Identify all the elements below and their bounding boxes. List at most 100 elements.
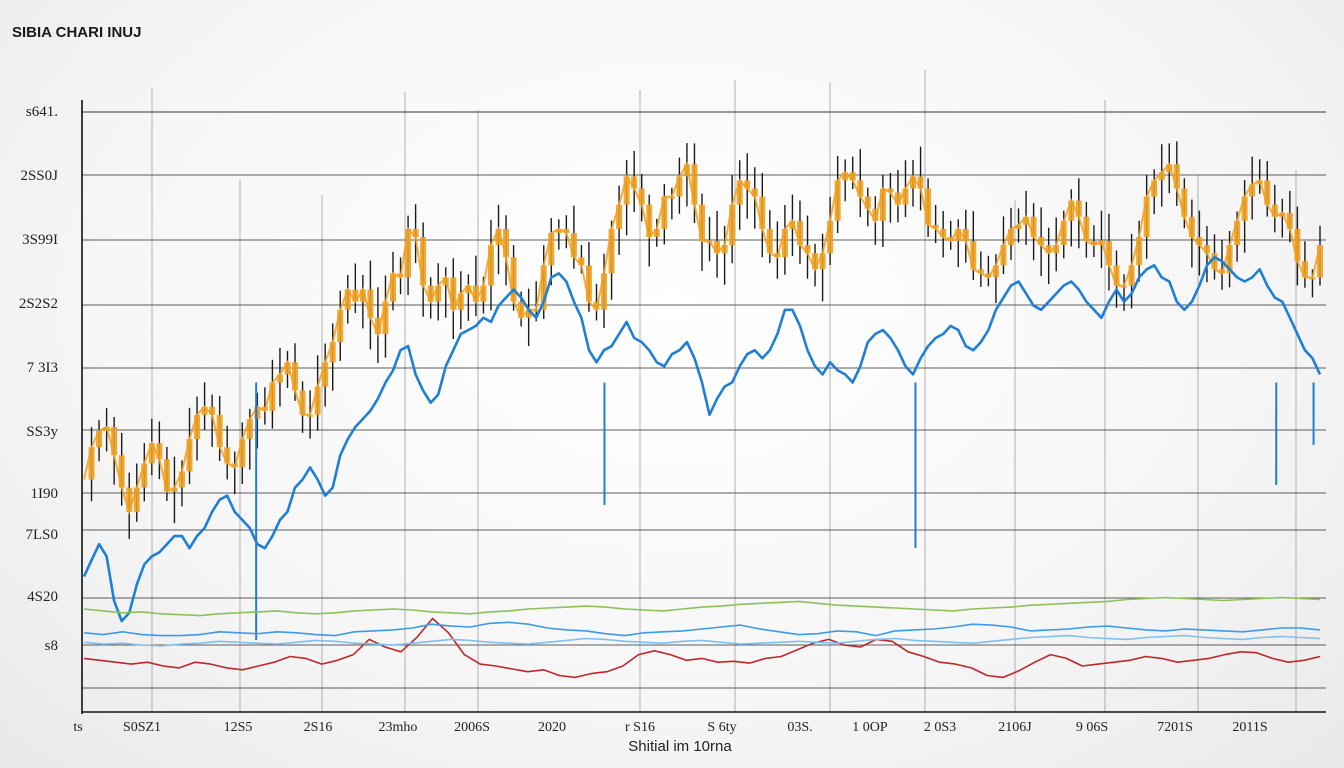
candle-body xyxy=(465,285,472,294)
candle-body xyxy=(307,414,314,417)
candle-body xyxy=(148,443,155,464)
candle-body xyxy=(714,241,721,254)
y-tick-label: SS3y xyxy=(26,424,58,440)
candle-body xyxy=(374,317,381,334)
y-tick-label: 7 3I3 xyxy=(27,360,58,376)
candle-body xyxy=(977,269,984,274)
candle-body xyxy=(487,245,494,286)
x-tick-label: 12S5 xyxy=(224,720,253,735)
candle-body xyxy=(1083,216,1090,242)
x-tick-label: 2011S xyxy=(1232,720,1267,735)
candle-body xyxy=(894,192,901,205)
candle-body xyxy=(344,289,351,310)
candle-body xyxy=(548,232,555,266)
candle-body xyxy=(789,220,796,229)
candle-body xyxy=(390,273,396,302)
candle-body xyxy=(1068,200,1075,221)
candle-body xyxy=(292,362,299,391)
candle-body xyxy=(940,228,947,237)
candle-body xyxy=(676,176,683,197)
candle-body xyxy=(495,228,502,246)
x-tick-label: S 6ty xyxy=(707,720,736,735)
candle-body xyxy=(812,253,819,270)
candle-body xyxy=(555,228,562,233)
candle-body xyxy=(653,228,660,237)
candle-body xyxy=(796,220,803,246)
y-tick-label: s641. xyxy=(26,104,58,120)
candle-body xyxy=(691,164,698,205)
x-tick-label: 03S. xyxy=(787,720,812,735)
x-tick-label: 7201S xyxy=(1157,720,1193,735)
candle-body xyxy=(126,487,133,512)
candle-body xyxy=(510,257,517,302)
candle-body xyxy=(1060,220,1067,246)
candle-body xyxy=(1030,216,1037,237)
candle-body xyxy=(209,406,216,415)
candle-body xyxy=(646,204,653,237)
candle-body xyxy=(337,309,344,343)
y-tick-label: 3S99I xyxy=(22,232,58,248)
candle-body xyxy=(88,447,95,480)
candle-body xyxy=(314,386,321,415)
candle-body xyxy=(864,196,871,209)
candle-body xyxy=(246,418,253,440)
candle-body xyxy=(163,459,170,492)
candle-body xyxy=(1105,241,1112,266)
candle-body xyxy=(216,414,223,448)
candle-body xyxy=(269,382,276,411)
candle-body xyxy=(1128,265,1135,286)
candle-body xyxy=(842,172,849,181)
candle-body xyxy=(1271,204,1278,217)
candle-body xyxy=(133,487,140,512)
blue-price-line xyxy=(82,255,1322,623)
candle-body xyxy=(1038,237,1045,246)
candle-body xyxy=(141,463,148,488)
candle-body xyxy=(435,285,442,302)
y-tick-label: 2S2S2 xyxy=(19,296,58,312)
candle-body xyxy=(1053,245,1060,254)
y-tick-label: 1I90 xyxy=(31,486,59,502)
y-tick-label: s8 xyxy=(45,638,58,654)
candle-body xyxy=(849,172,856,181)
candle-body xyxy=(1317,245,1323,278)
candle-body xyxy=(276,374,283,383)
candle-body xyxy=(1173,164,1180,189)
x-tick-label: 23mho xyxy=(379,720,418,735)
candle-body xyxy=(683,164,690,177)
candle-body xyxy=(1143,196,1150,237)
candle-body xyxy=(224,447,231,464)
candle-body xyxy=(427,285,434,302)
candle-body xyxy=(1203,245,1210,254)
candle-body xyxy=(1234,220,1241,246)
candle-body xyxy=(201,406,208,415)
candle-body xyxy=(759,196,766,229)
candle-body xyxy=(359,289,366,302)
candle-body xyxy=(601,273,608,310)
candle-body xyxy=(638,188,645,205)
candle-body xyxy=(178,471,185,488)
candle-body xyxy=(525,309,532,318)
candle-body xyxy=(819,253,826,270)
candle-body xyxy=(1188,216,1195,237)
candle-body xyxy=(156,443,163,460)
candle-body xyxy=(781,228,788,258)
candle-body xyxy=(970,241,977,270)
candle-body xyxy=(887,188,894,193)
candle-body xyxy=(1196,237,1203,246)
candle-body xyxy=(1090,241,1097,246)
candle-body xyxy=(827,220,834,254)
candle-body xyxy=(472,285,479,302)
candle-body xyxy=(1075,200,1082,217)
x-tick-label: 2006S xyxy=(454,720,490,735)
x-tick-label: ts xyxy=(73,720,82,735)
candle-body xyxy=(932,224,939,229)
x-tick-label: 1 0OP xyxy=(852,720,888,735)
candle-body xyxy=(1309,277,1316,280)
candle-body xyxy=(917,176,924,189)
y-tick-label: 7LS0 xyxy=(25,527,58,543)
candle-body xyxy=(111,426,118,456)
candle-body xyxy=(721,245,728,254)
candle-body xyxy=(503,228,510,258)
candle-body xyxy=(631,176,638,189)
candle-body xyxy=(563,228,570,233)
